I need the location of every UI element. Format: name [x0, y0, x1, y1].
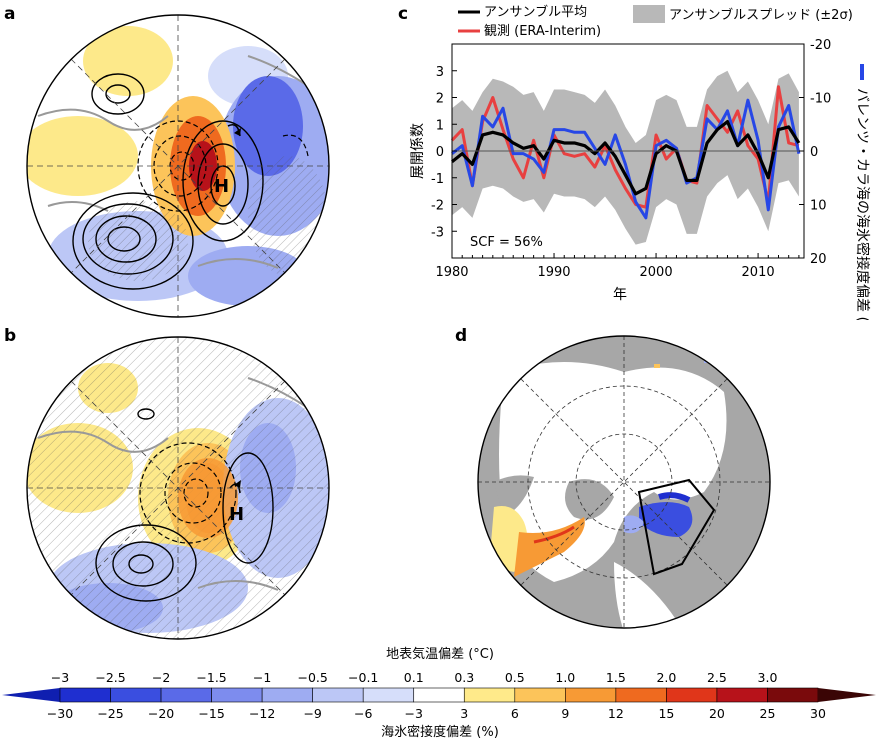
colorbar-title-top: 地表気温偏差 (°C) [386, 646, 494, 662]
colorbar-top-label: 0.1 [404, 670, 424, 685]
colorbar-bottom-label: 12 [608, 706, 624, 721]
x-tick-label: 2010 [742, 265, 775, 280]
colorbar: 地表気温偏差 (°C) −3 −2.5 −2 −1.5 −1 −0.5 −0.1 0.1 0.3… [2, 646, 876, 740]
colorbar-bottom-label: 6 [511, 706, 519, 721]
colorbar-top-label: −2.5 [95, 670, 125, 685]
colorbar-bottom-label: 9 [561, 706, 569, 721]
colorbar-bottom-label: −9 [303, 706, 321, 721]
colorbar-segment [110, 687, 162, 703]
colorbar-top-label: −2 [152, 670, 170, 685]
y-tick-label: 1 [436, 118, 444, 133]
y-tick-label: 2 [436, 92, 444, 107]
colorbar-bottom-label: 3 [460, 706, 468, 721]
legend-obs-label: 観測 (ERA-Interim) [484, 24, 601, 39]
colorbar-low-end [2, 688, 60, 702]
colorbar-segment [312, 687, 364, 703]
series-ensemble-mean-line [451, 119, 801, 196]
colorbar-segment [514, 687, 566, 703]
legend-spread-swatch [633, 5, 665, 23]
legend-spread-label: アンサンブルスプレッド (±2σ) [669, 7, 853, 23]
colorbar-segment [767, 687, 819, 703]
colorbar-segment [615, 687, 667, 703]
colorbar-top-label: 0.5 [505, 670, 525, 685]
y2-axis-label: バレンツ・カラ海の海氷密接度偏差 (%) [854, 88, 871, 320]
colorbar-bottom-label: 30 [810, 706, 826, 721]
colorbar-top-label: 2.5 [707, 670, 727, 685]
colorbar-segment [413, 687, 465, 703]
high-pressure-label-a: H [214, 176, 229, 197]
y2-tick-label: 0 [810, 145, 818, 160]
colorbar-segment [362, 687, 415, 703]
colorbar-top-label: 3.0 [758, 670, 778, 685]
colorbar-bottom-label: −15 [198, 706, 224, 721]
series-observed-line [450, 85, 800, 209]
colorbar-bottom-label: −3 [405, 706, 423, 721]
colorbar-bottom-label: −6 [354, 706, 372, 721]
colorbar-top-label: −0.5 [297, 670, 327, 685]
colorbar-top-label: −1 [253, 670, 271, 685]
colorbar-segment [59, 687, 111, 703]
colorbar-top-label: −3 [51, 670, 69, 685]
colorbar-bottom-label: −30 [47, 706, 73, 721]
colorbar-bottom-label: −25 [97, 706, 123, 721]
colorbar-high-end [818, 688, 876, 702]
colorbar-top-label: 2.0 [656, 670, 676, 685]
y2-tick-label: -20 [810, 38, 831, 53]
colorbar-segment [211, 687, 263, 703]
colorbar-top-label: −1.5 [196, 670, 226, 685]
y-tick-label: -3 [431, 225, 444, 240]
colorbar-top-label: 0.3 [454, 670, 474, 685]
y-tick-label: -2 [431, 199, 444, 214]
scf-annotation: SCF = 56% [470, 235, 543, 250]
y2-tick-label: 20 [810, 252, 827, 267]
y-tick-label: -1 [431, 172, 444, 187]
panel-label-a: a [4, 4, 16, 24]
colorbar-segment [716, 687, 768, 703]
colorbar-segment [463, 687, 516, 703]
colorbar-bottom-label: 15 [658, 706, 674, 721]
high-pressure-label-b: H [229, 504, 244, 525]
panel-label-d: d [455, 326, 468, 346]
map-panel-b: H [26, 336, 330, 640]
legend-mean-label: アンサンブル平均 [484, 4, 587, 20]
y-tick-label: 3 [436, 65, 444, 80]
colorbar-top-label: 1.5 [606, 670, 626, 685]
panel-label-b: b [4, 326, 17, 346]
colorbar-top-label: −0.1 [348, 670, 378, 685]
colorbar-top-label: 1.0 [555, 670, 575, 685]
colorbar-segment [565, 687, 617, 703]
x-tick-label: 2000 [640, 265, 673, 280]
map-panel-d [477, 335, 771, 629]
map-panel-a: H [26, 14, 330, 318]
colorbar-bottom-label: 25 [760, 706, 776, 721]
x-tick-label: 1990 [537, 265, 570, 280]
spread-band [452, 70, 799, 245]
y2-tick-label: -10 [810, 92, 831, 107]
x-axis-label: 年 [613, 287, 627, 303]
colorbar-bottom-label: −20 [148, 706, 174, 721]
colorbar-segment [160, 687, 212, 703]
x-tick-label: 1980 [435, 265, 468, 280]
colorbar-title-bottom: 海氷密接度偏差 (%) [381, 724, 499, 740]
panel-label-c: c [398, 4, 409, 24]
colorbar-bottom-label: 20 [709, 706, 725, 721]
colorbar-bottom-label: −12 [249, 706, 275, 721]
y-axis-label: 展開係数 [410, 123, 426, 179]
y-tick-label: 0 [436, 145, 444, 160]
y2-tick-label: 10 [810, 199, 827, 214]
colorbar-segment [666, 687, 718, 703]
colorbar-segment [261, 687, 313, 703]
